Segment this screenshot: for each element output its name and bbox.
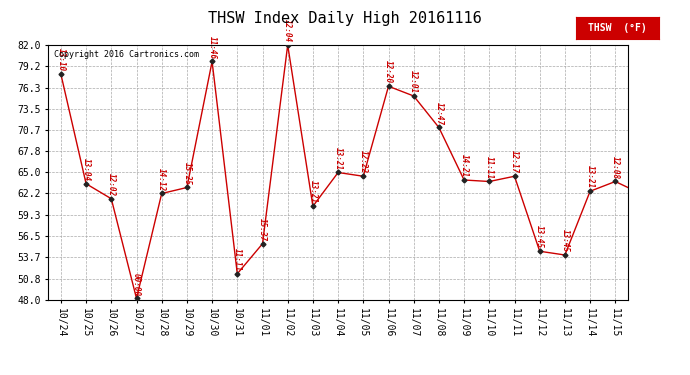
Text: 11:11: 11:11 (233, 248, 241, 271)
Text: Copyright 2016 Cartronics.com: Copyright 2016 Cartronics.com (54, 50, 199, 59)
Text: 13:45: 13:45 (560, 229, 569, 252)
Text: 13:45: 13:45 (535, 225, 544, 249)
Text: 15:25: 15:25 (182, 162, 191, 185)
Text: 12:01: 12:01 (409, 70, 418, 93)
Text: 13:21: 13:21 (308, 180, 317, 204)
Text: 12:32: 12:32 (0, 374, 1, 375)
Text: 13:04: 13:04 (81, 158, 90, 181)
Text: 12:32: 12:32 (0, 374, 1, 375)
Text: 13:10: 13:10 (57, 48, 66, 72)
Text: 13:21: 13:21 (333, 147, 343, 170)
Text: 12:17: 12:17 (510, 150, 519, 174)
Text: 12:20: 12:20 (384, 60, 393, 84)
Text: 12:22: 12:22 (359, 150, 368, 174)
Text: 15:37: 15:37 (258, 218, 267, 241)
Text: 13:21: 13:21 (586, 165, 595, 189)
Text: 14:21: 14:21 (460, 154, 469, 177)
Text: 11:11: 11:11 (485, 156, 494, 179)
Text: THSW  (°F): THSW (°F) (588, 23, 647, 33)
Text: THSW Index Daily High 20161116: THSW Index Daily High 20161116 (208, 11, 482, 26)
Text: 11:46: 11:46 (208, 36, 217, 59)
Text: 00:00: 00:00 (132, 273, 141, 296)
Text: 12:02: 12:02 (107, 173, 116, 196)
Text: 12:08: 12:08 (611, 156, 620, 179)
Text: 12:04: 12:04 (283, 19, 292, 42)
Text: 12:47: 12:47 (435, 102, 444, 125)
Text: 14:12: 14:12 (157, 168, 166, 191)
